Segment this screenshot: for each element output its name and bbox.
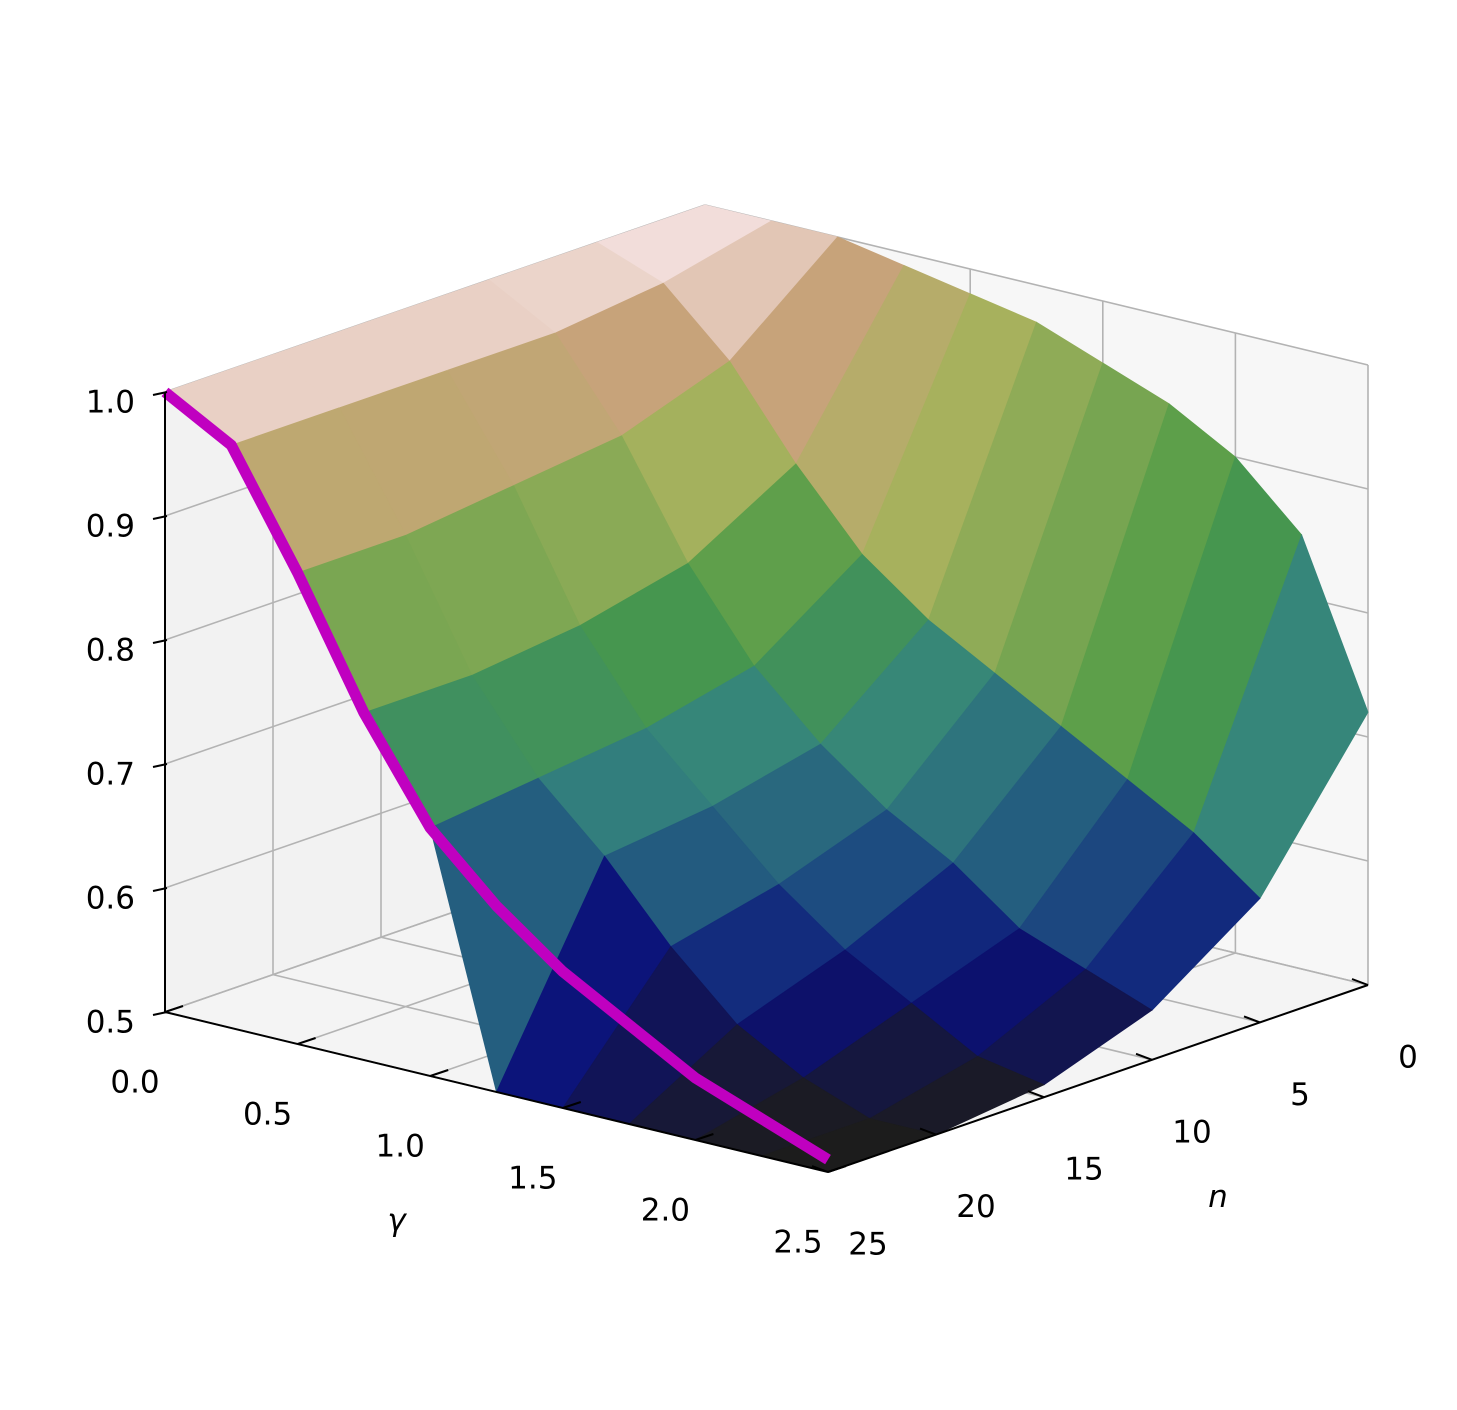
x-tick-label: 1.0 [376,1129,425,1165]
x-tick [297,1037,316,1045]
x-tick-label: 2.5 [773,1225,822,1261]
y-tick-label: 15 [1064,1152,1103,1188]
x-tick [695,1133,714,1141]
z-tick-label: 0.8 [86,633,135,669]
y-tick [811,1165,829,1173]
z-tick [152,887,168,892]
curve-layer [161,387,831,1165]
z-tick-label: 1.0 [86,385,135,421]
y-tick [1135,1052,1153,1061]
x-tick [562,1101,582,1109]
y-tick-label: 10 [1172,1114,1211,1150]
y-tick [919,1127,937,1136]
z-tick [152,391,168,396]
y-tick-label: 5 [1290,1077,1310,1113]
y-tick-label: 25 [848,1227,887,1263]
y-tick [1027,1090,1045,1099]
axes: 0.5 0.6 0.7 0.8 0.9 1.0 0.0 0.5 1.0 1.5 2.0 2.5 0 5 10… [86,385,1418,1263]
z-tick [152,763,168,768]
surface [164,204,1369,1173]
z-tick [152,515,168,520]
y-tick-label: 20 [956,1189,995,1225]
z-tick-label: 0.9 [86,509,135,545]
x-axis-line [164,1011,829,1173]
curve-line [161,387,831,1165]
y-tick [1243,1015,1261,1024]
x-tick-label: 2.0 [641,1193,690,1229]
x-tick-label: 1.5 [508,1161,557,1197]
y-axis-label: n [1208,1179,1228,1215]
x-axis-label: γ [387,1203,407,1239]
x-tick [429,1069,449,1077]
y-axis-line [827,984,1369,1173]
x-tick-label: 0.5 [243,1097,292,1133]
x-tick-label: 0.0 [110,1065,159,1101]
x-tick [827,1165,847,1173]
x-tick [164,1005,184,1013]
z-tick-label: 0.5 [86,1005,135,1041]
z-tick [152,1011,168,1016]
y-tick [1351,978,1369,986]
z-tick-label: 0.6 [86,881,135,917]
z-tick [152,639,168,644]
y-tick-label: 0 [1398,1040,1418,1076]
z-tick-label: 0.7 [86,757,135,793]
